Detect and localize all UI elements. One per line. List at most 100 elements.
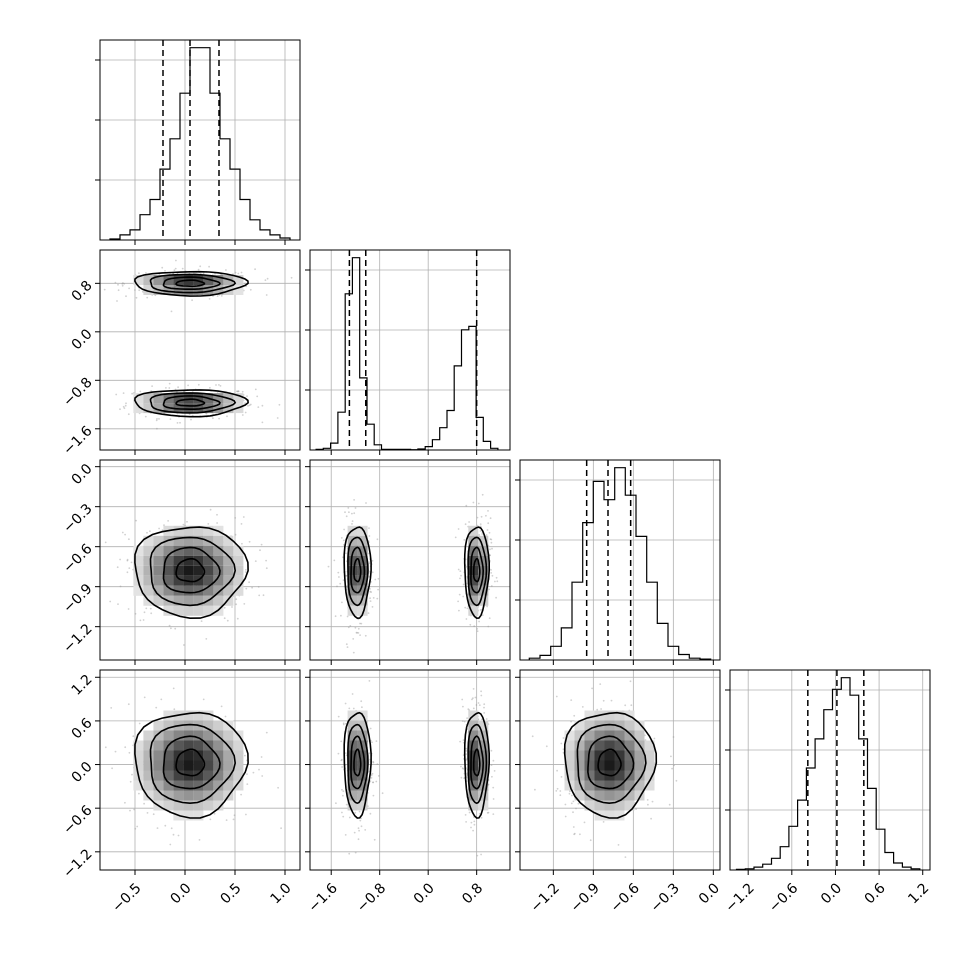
sample-point xyxy=(560,742,563,745)
density-cell xyxy=(173,565,184,576)
density-cell xyxy=(223,750,234,761)
sample-point xyxy=(644,739,647,741)
sample-point xyxy=(485,718,488,720)
sample-point xyxy=(348,816,351,819)
sample-point xyxy=(600,708,602,710)
density-cell xyxy=(357,760,368,771)
density-cell xyxy=(478,740,489,751)
density-cell xyxy=(604,720,615,731)
histogram-panel-0 xyxy=(95,39,301,245)
sample-point xyxy=(124,404,127,407)
sample-point xyxy=(459,740,461,743)
sample-point xyxy=(670,755,672,758)
sample-point xyxy=(564,815,567,818)
density-cell xyxy=(173,555,184,566)
panel-frame xyxy=(309,459,511,661)
sample-point xyxy=(342,579,345,582)
sample-point xyxy=(261,404,264,407)
density-cell xyxy=(193,770,204,781)
density-cell xyxy=(213,720,224,731)
density-cell xyxy=(574,750,585,761)
density-cell xyxy=(173,605,184,616)
sample-point xyxy=(340,537,343,539)
density-cell xyxy=(347,575,358,586)
sample-point xyxy=(249,288,252,291)
sample-point xyxy=(251,586,254,589)
y-tick-label: −0.6 xyxy=(60,541,95,576)
sample-point xyxy=(146,531,148,534)
sample-point xyxy=(124,746,127,749)
sample-point xyxy=(462,768,465,770)
sample-point xyxy=(177,834,180,837)
density-cell xyxy=(173,740,184,751)
sample-point xyxy=(496,580,499,583)
sample-point xyxy=(476,516,479,519)
sample-point xyxy=(369,812,372,815)
density-cell xyxy=(173,770,184,781)
panel-frame xyxy=(309,249,511,451)
sample-point xyxy=(183,390,185,393)
density-cell xyxy=(183,595,194,606)
density-cell xyxy=(193,285,204,295)
density-cell xyxy=(644,750,655,761)
sample-point xyxy=(174,267,177,270)
sample-point xyxy=(476,854,479,857)
sample-point xyxy=(97,275,99,277)
sample-point xyxy=(462,739,465,741)
density-cell xyxy=(193,575,204,586)
sample-point xyxy=(135,519,138,522)
sample-point xyxy=(237,390,240,393)
density-cell xyxy=(153,730,164,741)
density-cell xyxy=(478,720,489,731)
sample-point xyxy=(368,535,371,537)
density-cell xyxy=(193,403,204,414)
density-cell xyxy=(347,730,358,741)
density-cell xyxy=(203,790,214,801)
sample-point xyxy=(351,512,353,515)
sample-point xyxy=(360,622,363,625)
sample-point xyxy=(131,773,133,776)
sample-point xyxy=(492,798,495,800)
density-cell xyxy=(347,750,358,761)
sample-point xyxy=(360,700,363,703)
sample-point xyxy=(340,740,343,743)
sample-point xyxy=(369,780,372,782)
sample-point xyxy=(348,707,351,710)
sample-point xyxy=(478,654,480,656)
sample-point xyxy=(224,715,227,718)
y-tick-label: −1.6 xyxy=(60,423,95,458)
sample-point xyxy=(248,581,251,584)
density-cell xyxy=(347,565,358,576)
sample-point xyxy=(356,631,359,634)
density-cell xyxy=(173,275,184,285)
density-cell xyxy=(133,555,144,566)
contour-line xyxy=(576,723,647,805)
sample-point xyxy=(143,611,146,614)
sample-point xyxy=(375,780,378,783)
sample-point xyxy=(170,310,173,313)
sample-point xyxy=(139,619,142,622)
density-cell xyxy=(213,790,224,801)
sample-point xyxy=(463,777,466,779)
sample-point xyxy=(490,764,493,766)
panel-frame xyxy=(519,669,721,871)
sample-point xyxy=(342,815,345,818)
sample-point xyxy=(187,384,190,387)
sample-point xyxy=(134,827,137,830)
density-cell xyxy=(133,545,144,556)
sample-point xyxy=(342,556,344,559)
density-cell xyxy=(163,285,174,295)
sample-point xyxy=(174,627,177,630)
sample-point xyxy=(624,856,627,858)
density-cell xyxy=(173,595,184,606)
sample-point xyxy=(568,792,571,795)
density-cell xyxy=(163,605,174,616)
sample-point xyxy=(345,574,348,577)
sample-point xyxy=(358,810,361,813)
density-cell xyxy=(233,555,244,566)
sample-point xyxy=(186,520,188,523)
density-cell xyxy=(143,770,154,781)
density-cell xyxy=(153,720,164,731)
density-cell xyxy=(133,780,144,791)
density-cell xyxy=(584,770,595,781)
